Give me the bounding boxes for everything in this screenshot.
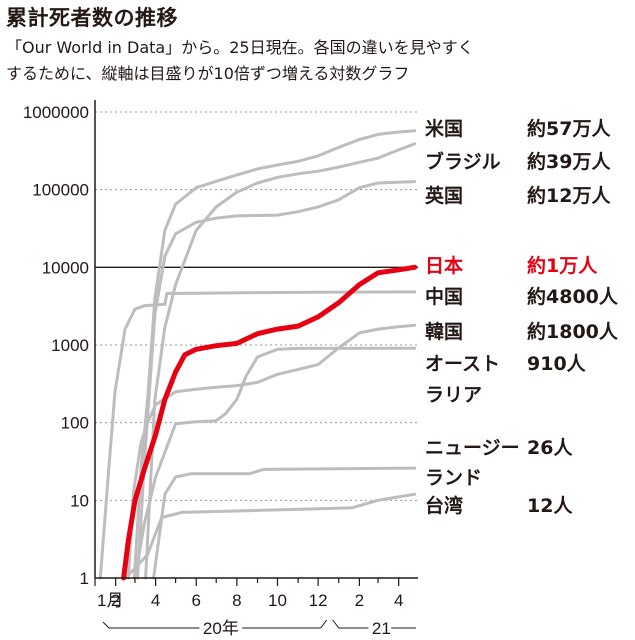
chart-title: 累計死者数の推移 [6,6,178,30]
y-tick-label: 10 [70,491,89,510]
series-line [133,346,417,580]
series-line [144,142,417,580]
x-tick-label: 12 [309,591,328,610]
series-name-label: 中国 [425,285,463,308]
series-line [124,492,417,580]
series-name-label: 日本 [425,254,463,277]
chart-subtitle-line-2: するために、縦軸は目盛りが10倍ずつ増える対数グラフ [6,64,410,83]
y-tick-label: 1000 [51,336,89,355]
x-tick-label: 1月 [97,591,123,610]
chart-subtitle-line-1: 「Our World in Data」から。25日現在。各国の違いを見やすく [6,38,474,57]
series-value-label: 910人 [527,353,587,375]
series-name-label: 台湾 [425,494,463,517]
series-line [136,180,417,580]
series-line [98,290,417,580]
y-tick-label: 1 [80,569,89,588]
series-name-label: ブラジル [425,150,501,173]
series-value-label: 約39万人 [527,150,611,173]
x-tick-label: 4 [394,591,403,610]
year-label: 21 [372,619,391,638]
series-value-label: 約12万人 [527,184,611,207]
x-tick-label: 10 [268,591,287,610]
series-line [126,323,417,580]
y-tick-label: 100000 [32,181,89,200]
series-name-label: オーストラリア [425,353,500,406]
year-label: 20年 [203,619,239,638]
series-line [121,264,418,581]
year-bracket [320,619,328,629]
grid-lines [95,111,418,501]
y-tick-label: 10000 [42,258,89,277]
y-tick-label: 1000000 [23,103,89,122]
year-bracket [332,619,340,629]
y-axis-tick-labels: 1 10 100 1000 10000 100000 1000000 [23,103,89,588]
series-name-label: 米国 [425,117,463,140]
x-tick-label: 8 [232,591,241,610]
series-name-label: 韓国 [425,320,463,343]
series-value-label: 12人 [527,495,573,517]
x-tick-label: 2 [111,591,120,610]
series-lines [98,129,418,581]
series-name-label: 英国 [425,184,463,207]
series-value-label: 約1800人 [527,320,619,343]
series-name-label: ニュージーランド [425,437,520,489]
x-tick-label: 6 [191,591,200,610]
series-value-label: 26人 [527,437,573,459]
axes [94,100,418,579]
x-tick-label: 2 [355,591,364,610]
x-tick-label: 4 [151,591,160,610]
year-bracket [102,621,110,629]
series-line [152,466,417,580]
y-tick-label: 100 [61,414,89,433]
series-value-label: 約57万人 [527,117,611,140]
series-value-label: 約4800人 [527,285,619,308]
series-value-label: 約1万人 [527,254,598,277]
